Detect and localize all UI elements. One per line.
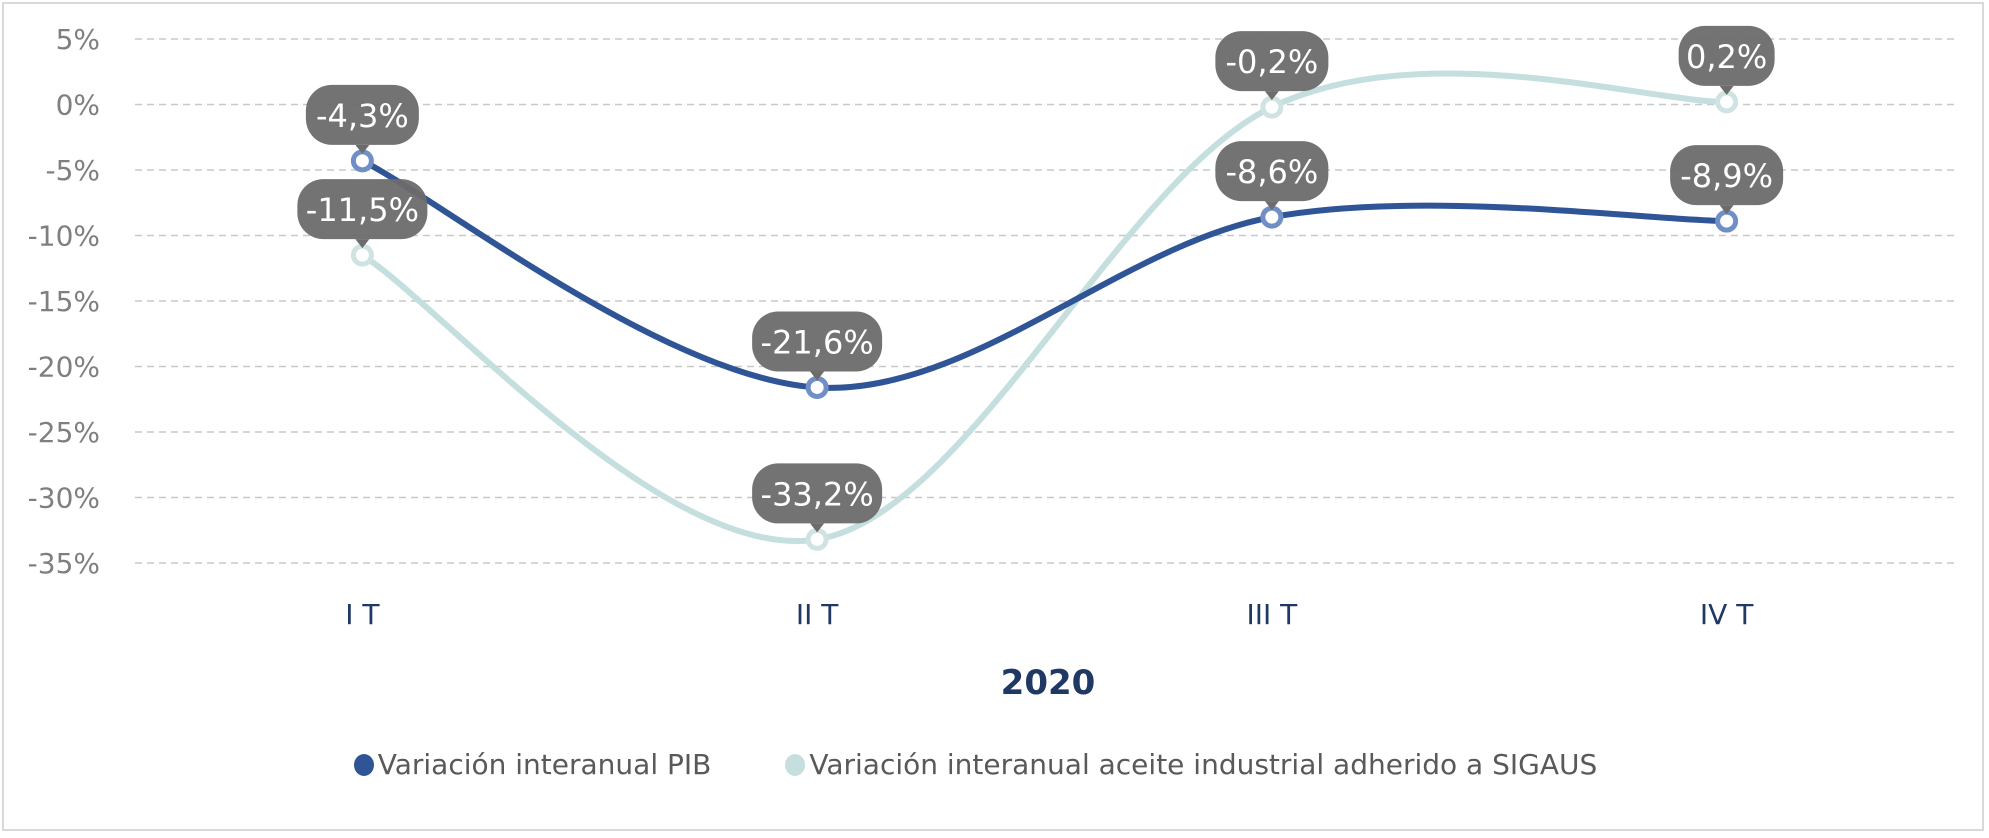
x-tick-label: II T <box>796 598 839 631</box>
data-label-callout <box>1215 31 1329 92</box>
y-tick-label: -15% <box>28 285 100 318</box>
x-axis-title: 2020 <box>1001 663 1096 703</box>
data-label-callout <box>297 179 428 240</box>
data-label-callout <box>752 311 883 372</box>
y-axis: 5% 0% -5% -10% -15% -20% -25% -30% -35% <box>28 23 100 580</box>
y-tick-label: -10% <box>28 220 100 253</box>
data-label-callout <box>1215 141 1329 202</box>
data-label: -21,6% <box>752 311 883 381</box>
x-tick-label: I T <box>345 598 380 631</box>
x-tick-label: III T <box>1246 598 1298 631</box>
data-label-pointer <box>810 371 825 381</box>
y-tick-label: 5% <box>56 23 100 56</box>
data-label: -33,2% <box>752 463 883 533</box>
data-label: -8,6% <box>1215 141 1329 211</box>
data-label-callout <box>1678 25 1775 86</box>
data-label: -0,2% <box>1215 31 1329 101</box>
series-line-1 <box>359 70 1730 545</box>
data-label-text: 0,2% <box>1686 38 1767 76</box>
legend-marker-pib-icon <box>353 753 374 776</box>
data-label-pointer <box>355 144 370 154</box>
data-label: -8,9% <box>1670 145 1784 215</box>
data-label-text: -21,6% <box>761 323 874 361</box>
legend-label-aceite: Variación interanual aceite industrial a… <box>809 748 1598 781</box>
data-label: 0,2% <box>1678 25 1775 95</box>
data-point-marker[interactable] <box>350 243 374 267</box>
data-label-text: -8,9% <box>1680 157 1773 195</box>
data-label-pointer <box>1719 205 1734 215</box>
data-label: -11,5% <box>297 179 428 249</box>
legend-marker-aceite-icon <box>785 753 806 776</box>
data-label-text: -4,3% <box>316 97 409 135</box>
data-point-marker[interactable] <box>1715 90 1739 114</box>
legend-label-pib: Variación interanual PIB <box>377 748 712 781</box>
y-tick-label: -5% <box>45 154 100 187</box>
y-tick-label: -25% <box>28 416 100 449</box>
data-label-pointer <box>1264 91 1279 101</box>
data-point-marker[interactable] <box>805 375 829 399</box>
data-label-text: -0,2% <box>1225 43 1318 81</box>
data-label-pointer <box>1264 201 1279 211</box>
series-markers <box>350 90 1739 551</box>
data-label-callout <box>305 84 419 145</box>
data-label: -4,3% <box>305 84 419 154</box>
data-label-text: -8,6% <box>1225 153 1318 191</box>
gridlines <box>135 38 1954 564</box>
series-line-0 <box>359 157 1730 391</box>
data-point-marker[interactable] <box>350 149 374 173</box>
data-label-callout <box>1670 145 1784 206</box>
legend-item-pib[interactable]: Variación interanual PIB <box>353 748 712 781</box>
data-labels: -4,3% -21,6% -8,6% -8,9% -11,5% -33,2% -0,2% 0,… <box>297 25 1784 533</box>
data-label-pointer <box>1719 85 1734 95</box>
data-label-pointer <box>810 523 825 533</box>
y-tick-label: -35% <box>28 547 100 580</box>
legend: Variación interanual PIB Variación inter… <box>0 748 1989 781</box>
data-point-marker[interactable] <box>1260 95 1284 119</box>
y-tick-label: -20% <box>28 351 100 384</box>
data-label-text: -11,5% <box>306 191 419 229</box>
data-point-marker[interactable] <box>805 527 829 551</box>
y-tick-label: -30% <box>28 482 100 515</box>
data-label-pointer <box>355 239 370 249</box>
series-lines <box>359 70 1730 545</box>
x-tick-label: IV T <box>1700 598 1754 631</box>
data-label-callout <box>752 463 883 524</box>
legend-item-aceite[interactable]: Variación interanual aceite industrial a… <box>785 748 1597 781</box>
data-label-text: -33,2% <box>761 475 874 513</box>
x-axis: I T II T III T IV T <box>345 598 1754 631</box>
data-point-marker[interactable] <box>1715 209 1739 233</box>
y-tick-label: 0% <box>56 89 100 122</box>
data-point-marker[interactable] <box>1260 205 1284 229</box>
